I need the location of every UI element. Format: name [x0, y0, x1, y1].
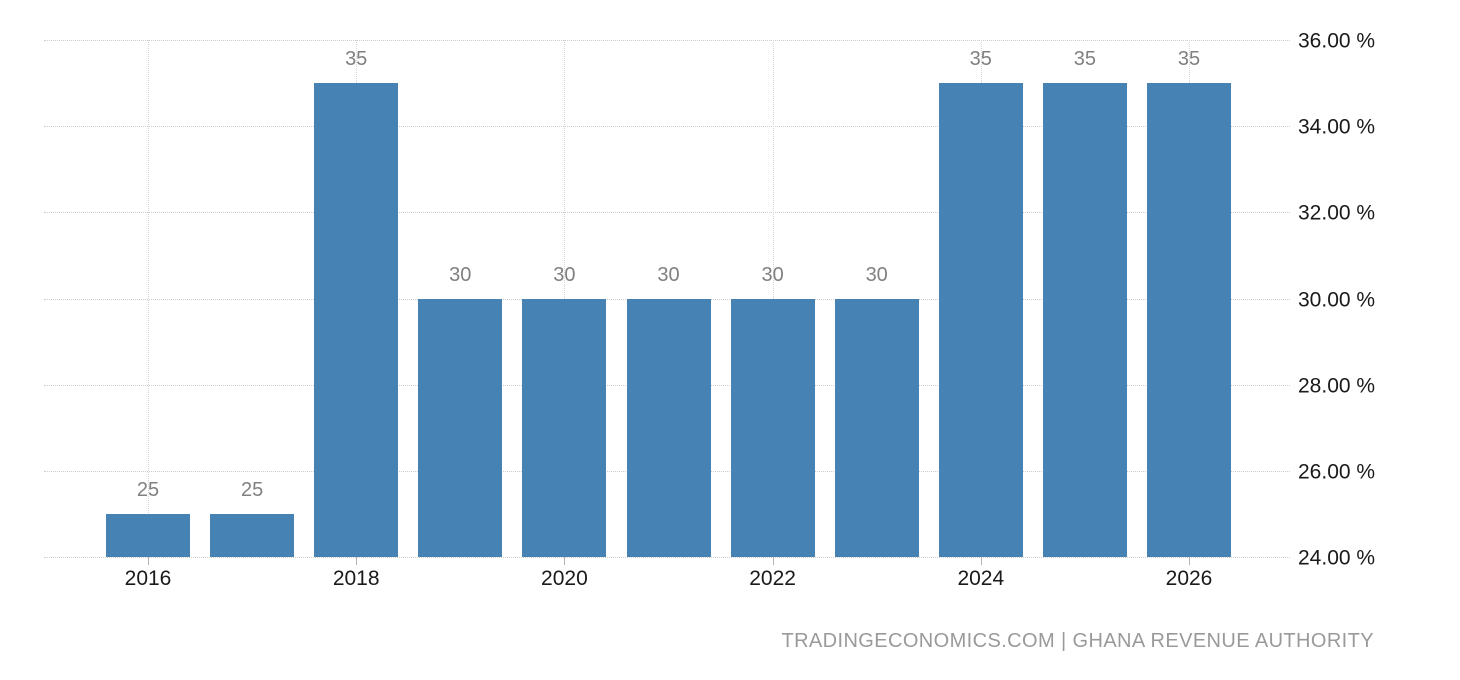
bar-value-label: 30 — [553, 263, 576, 286]
bar-value-label: 30 — [865, 263, 888, 286]
y-tick-label: 28.00 % — [1298, 374, 1376, 398]
bar — [106, 513, 190, 557]
bar — [730, 298, 815, 557]
bar — [834, 298, 919, 557]
x-tick-mark — [980, 557, 982, 565]
bar-value-label: 30 — [449, 263, 472, 286]
x-tick-mark — [148, 557, 149, 565]
bar-value-label: 25 — [240, 478, 264, 501]
y-gridline — [44, 557, 1290, 558]
x-tick-label: 2022 — [749, 567, 796, 590]
y-gridline — [44, 212, 1290, 214]
bar — [938, 83, 1023, 557]
y-tick-label: 32.00 % — [1298, 201, 1376, 225]
x-tick-label: 2024 — [957, 567, 1005, 590]
bar — [1042, 83, 1127, 557]
x-tick-mark — [772, 557, 774, 565]
bar-value-label: 35 — [345, 48, 368, 71]
x-tick-label: 2026 — [1165, 567, 1213, 590]
x-tick-mark — [564, 557, 566, 565]
bar — [626, 298, 711, 557]
y-tick-label: 24.00 % — [1298, 546, 1376, 570]
y-tick-label: 26.00 % — [1298, 460, 1376, 484]
y-tick-label: 34.00 % — [1298, 115, 1376, 139]
bar — [210, 513, 295, 557]
bar — [522, 298, 607, 557]
x-tick-label: 2020 — [541, 567, 588, 590]
x-tick-label: 2016 — [124, 567, 172, 590]
x-gridline — [148, 40, 149, 557]
bar-value-label: 30 — [657, 263, 680, 286]
bar — [1147, 83, 1231, 557]
x-tick-label: 2018 — [332, 567, 380, 590]
y-tick-label: 36.00 % — [1298, 29, 1376, 53]
bar-value-label: 35 — [1177, 48, 1201, 71]
x-tick-mark — [356, 557, 358, 565]
attribution-text: TRADINGECONOMICS.COM | GHANA REVENUE AUT… — [781, 630, 1374, 652]
bar — [418, 298, 503, 557]
bar-value-label: 35 — [1073, 48, 1097, 71]
bar-value-label: 25 — [136, 478, 160, 501]
y-tick-label: 30.00 % — [1298, 288, 1376, 311]
y-gridline — [44, 40, 1290, 41]
x-tick-mark — [1189, 557, 1190, 565]
bar-value-label: 30 — [761, 263, 784, 286]
bar — [314, 83, 399, 557]
y-gridline — [44, 126, 1290, 128]
bar-value-label: 35 — [969, 48, 992, 71]
